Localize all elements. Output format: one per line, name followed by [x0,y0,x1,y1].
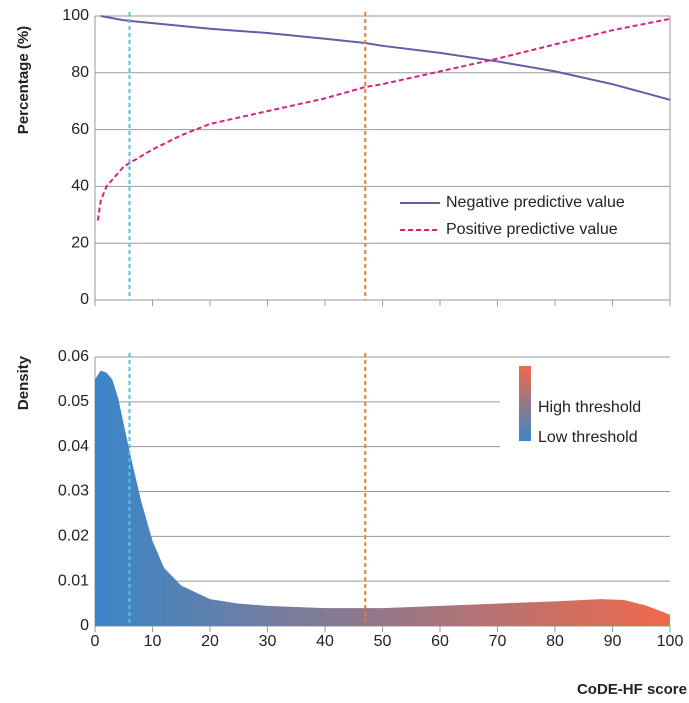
y-axis-title: Density [15,355,32,410]
y-tick-label: 0.04 [58,438,89,455]
gradient-legend [519,366,531,441]
y-tick-label: 60 [71,121,89,138]
y-tick-label: 0.06 [58,348,89,365]
density-area [95,370,670,626]
y-tick-label: 40 [71,178,89,195]
x-tick-label: 90 [604,633,622,650]
x-tick-label: 60 [431,633,449,650]
y-tick-label: 0.03 [58,483,89,500]
y-tick-label: 0.05 [58,393,89,410]
y-axis-title: Percentage (%) [15,26,32,134]
legend-label: Low threshold [538,429,638,446]
x-tick-label: 40 [316,633,334,650]
series-line [100,15,671,101]
y-tick-label: 0 [80,291,89,308]
x-tick-label: 10 [144,633,162,650]
x-tick-label: 70 [489,633,507,650]
y-tick-label: 0.02 [58,528,89,545]
legend-label: High threshold [538,399,641,416]
y-tick-label: 80 [71,64,89,81]
x-axis-title: CoDE-HF score [577,681,687,698]
legend-label: Positive predictive value [446,221,618,238]
series-line [96,17,671,221]
x-tick-label: 50 [374,633,392,650]
x-tick-label: 100 [657,633,684,650]
x-tick-label: 20 [201,633,219,650]
legend-label: Negative predictive value [446,194,625,211]
y-tick-label: 20 [71,234,89,251]
y-tick-label: 0.01 [58,572,89,589]
x-tick-label: 30 [259,633,277,650]
y-tick-label: 0 [80,617,89,634]
x-tick-label: 80 [546,633,564,650]
y-tick-label: 100 [62,7,89,24]
x-tick-label: 0 [91,633,100,650]
